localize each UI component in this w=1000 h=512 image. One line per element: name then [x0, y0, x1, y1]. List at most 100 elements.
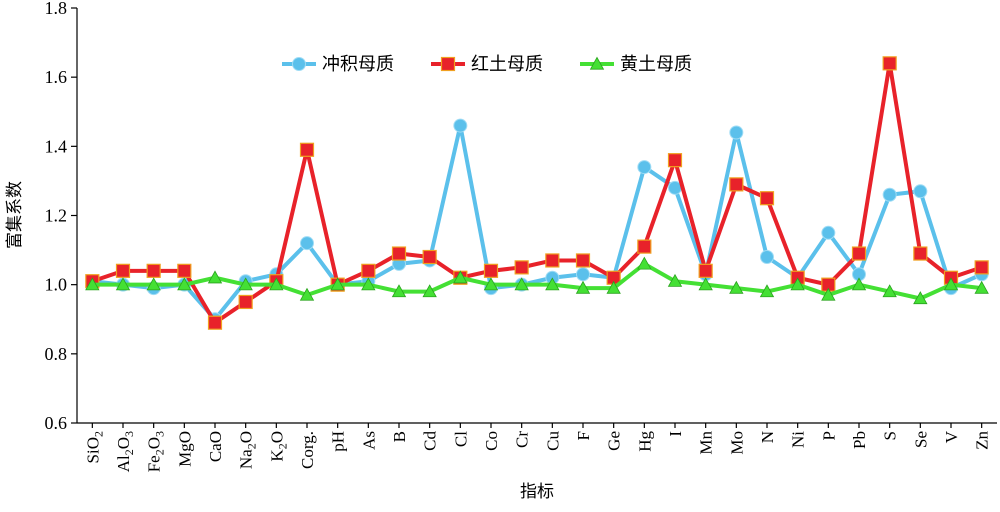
data-point — [759, 191, 775, 206]
data-point — [667, 273, 683, 287]
x-tick-label: F — [574, 431, 593, 440]
data-point — [361, 277, 376, 291]
y-tick-label: 0.6 — [45, 413, 68, 433]
series-layer — [85, 56, 989, 330]
data-point — [514, 260, 529, 275]
data-point — [729, 177, 744, 192]
data-point — [391, 284, 407, 298]
x-tick-label: Corg. — [298, 431, 317, 469]
data-point — [882, 187, 897, 202]
data-point — [422, 284, 437, 298]
data-point — [545, 253, 560, 268]
x-tick-label: Mo — [727, 431, 746, 455]
x-tick-label: Zn — [973, 431, 992, 450]
data-point — [575, 280, 591, 294]
data-point — [667, 153, 683, 168]
data-point — [729, 280, 744, 294]
data-point — [85, 277, 100, 291]
data-point — [514, 277, 529, 291]
data-point — [207, 315, 223, 330]
data-point — [759, 284, 775, 298]
x-tick-label: Co — [482, 431, 501, 451]
data-point — [440, 56, 456, 72]
data-point — [576, 267, 590, 282]
data-point — [238, 277, 253, 291]
y-tick-label: 1.4 — [45, 136, 68, 156]
data-point — [913, 291, 928, 305]
data-point — [422, 249, 437, 265]
data-point — [177, 277, 192, 291]
x-tick-label: S — [881, 431, 900, 440]
legend-label: 红土母质 — [471, 54, 543, 75]
data-point — [115, 263, 131, 278]
data-point — [545, 277, 560, 291]
x-tick-label: MgO — [175, 431, 194, 467]
data-point — [330, 277, 345, 291]
y-tick-label: 0.8 — [45, 344, 68, 364]
data-point — [882, 56, 897, 71]
data-point — [974, 260, 989, 275]
data-point — [821, 287, 836, 301]
legend-item-2: 红土母质 — [431, 54, 543, 75]
y-tick-label: 1.0 — [45, 275, 68, 295]
data-point — [974, 280, 989, 294]
data-point — [913, 246, 928, 261]
data-point — [760, 250, 774, 264]
x-tick-label: As — [359, 431, 378, 450]
x-tick-label: I — [666, 431, 685, 437]
y-ticks: 0.6 0.8 1.0 1.2 1.4 1.6 1.8 — [45, 0, 77, 433]
data-point — [292, 57, 306, 71]
data-point — [299, 142, 315, 157]
y-tick-label: 1.8 — [45, 0, 68, 18]
x-axis-title: 指标 — [520, 482, 554, 502]
data-point — [361, 263, 376, 278]
data-point — [483, 277, 499, 291]
data-point — [453, 118, 468, 133]
data-point — [851, 246, 867, 261]
data-point — [391, 246, 407, 261]
data-point — [589, 56, 605, 70]
x-tick-label: Mn — [697, 431, 716, 455]
data-point — [453, 270, 468, 284]
x-ticks: SiO2​ Al2​O3​ Fe2​O3​ MgO CaO Na2​O K2​O Corg. p… — [83, 423, 992, 472]
x-tick-label: Al2​O3​ — [114, 431, 136, 472]
data-point — [575, 253, 591, 268]
data-point — [729, 125, 744, 140]
data-point — [207, 270, 223, 284]
legend-item-1: 冲积母质 — [282, 54, 394, 75]
x-tick-label: Pb — [850, 431, 869, 449]
x-tick-label: Ni — [789, 431, 808, 448]
data-point — [115, 277, 131, 291]
y-tick-label: 1.6 — [45, 67, 68, 87]
data-point — [483, 263, 499, 278]
data-point — [300, 236, 314, 251]
y-tick-label: 1.2 — [45, 206, 68, 226]
data-point — [637, 160, 652, 175]
series-line — [92, 261, 982, 301]
data-point — [269, 277, 284, 291]
legend-item-3: 黄土母质 — [580, 54, 692, 75]
x-tick-label: B — [390, 431, 409, 442]
x-tick-label: Cu — [543, 431, 562, 451]
data-point — [299, 287, 315, 301]
x-tick-label: Na2​O — [237, 431, 259, 469]
data-point — [177, 263, 192, 278]
x-tick-label: Cd — [421, 431, 440, 451]
data-point — [790, 277, 805, 291]
data-point — [913, 184, 928, 199]
x-tick-label: Cl — [451, 431, 470, 447]
data-point — [698, 277, 713, 291]
data-point — [637, 256, 652, 270]
legend-label: 冲积母质 — [322, 54, 394, 75]
x-tick-label: CaO — [206, 431, 225, 462]
legend: 冲积母质 红土母质 黄土母质 — [282, 54, 692, 75]
x-tick-label: K2​O — [267, 431, 289, 462]
series-3 — [85, 256, 989, 305]
data-point — [698, 263, 713, 278]
series-1 — [85, 118, 989, 327]
x-tick-label: pH — [329, 431, 348, 452]
x-tick-label: Cr — [513, 431, 532, 448]
x-tick-label: Fe2​O3​ — [145, 431, 167, 472]
data-point — [821, 225, 836, 240]
